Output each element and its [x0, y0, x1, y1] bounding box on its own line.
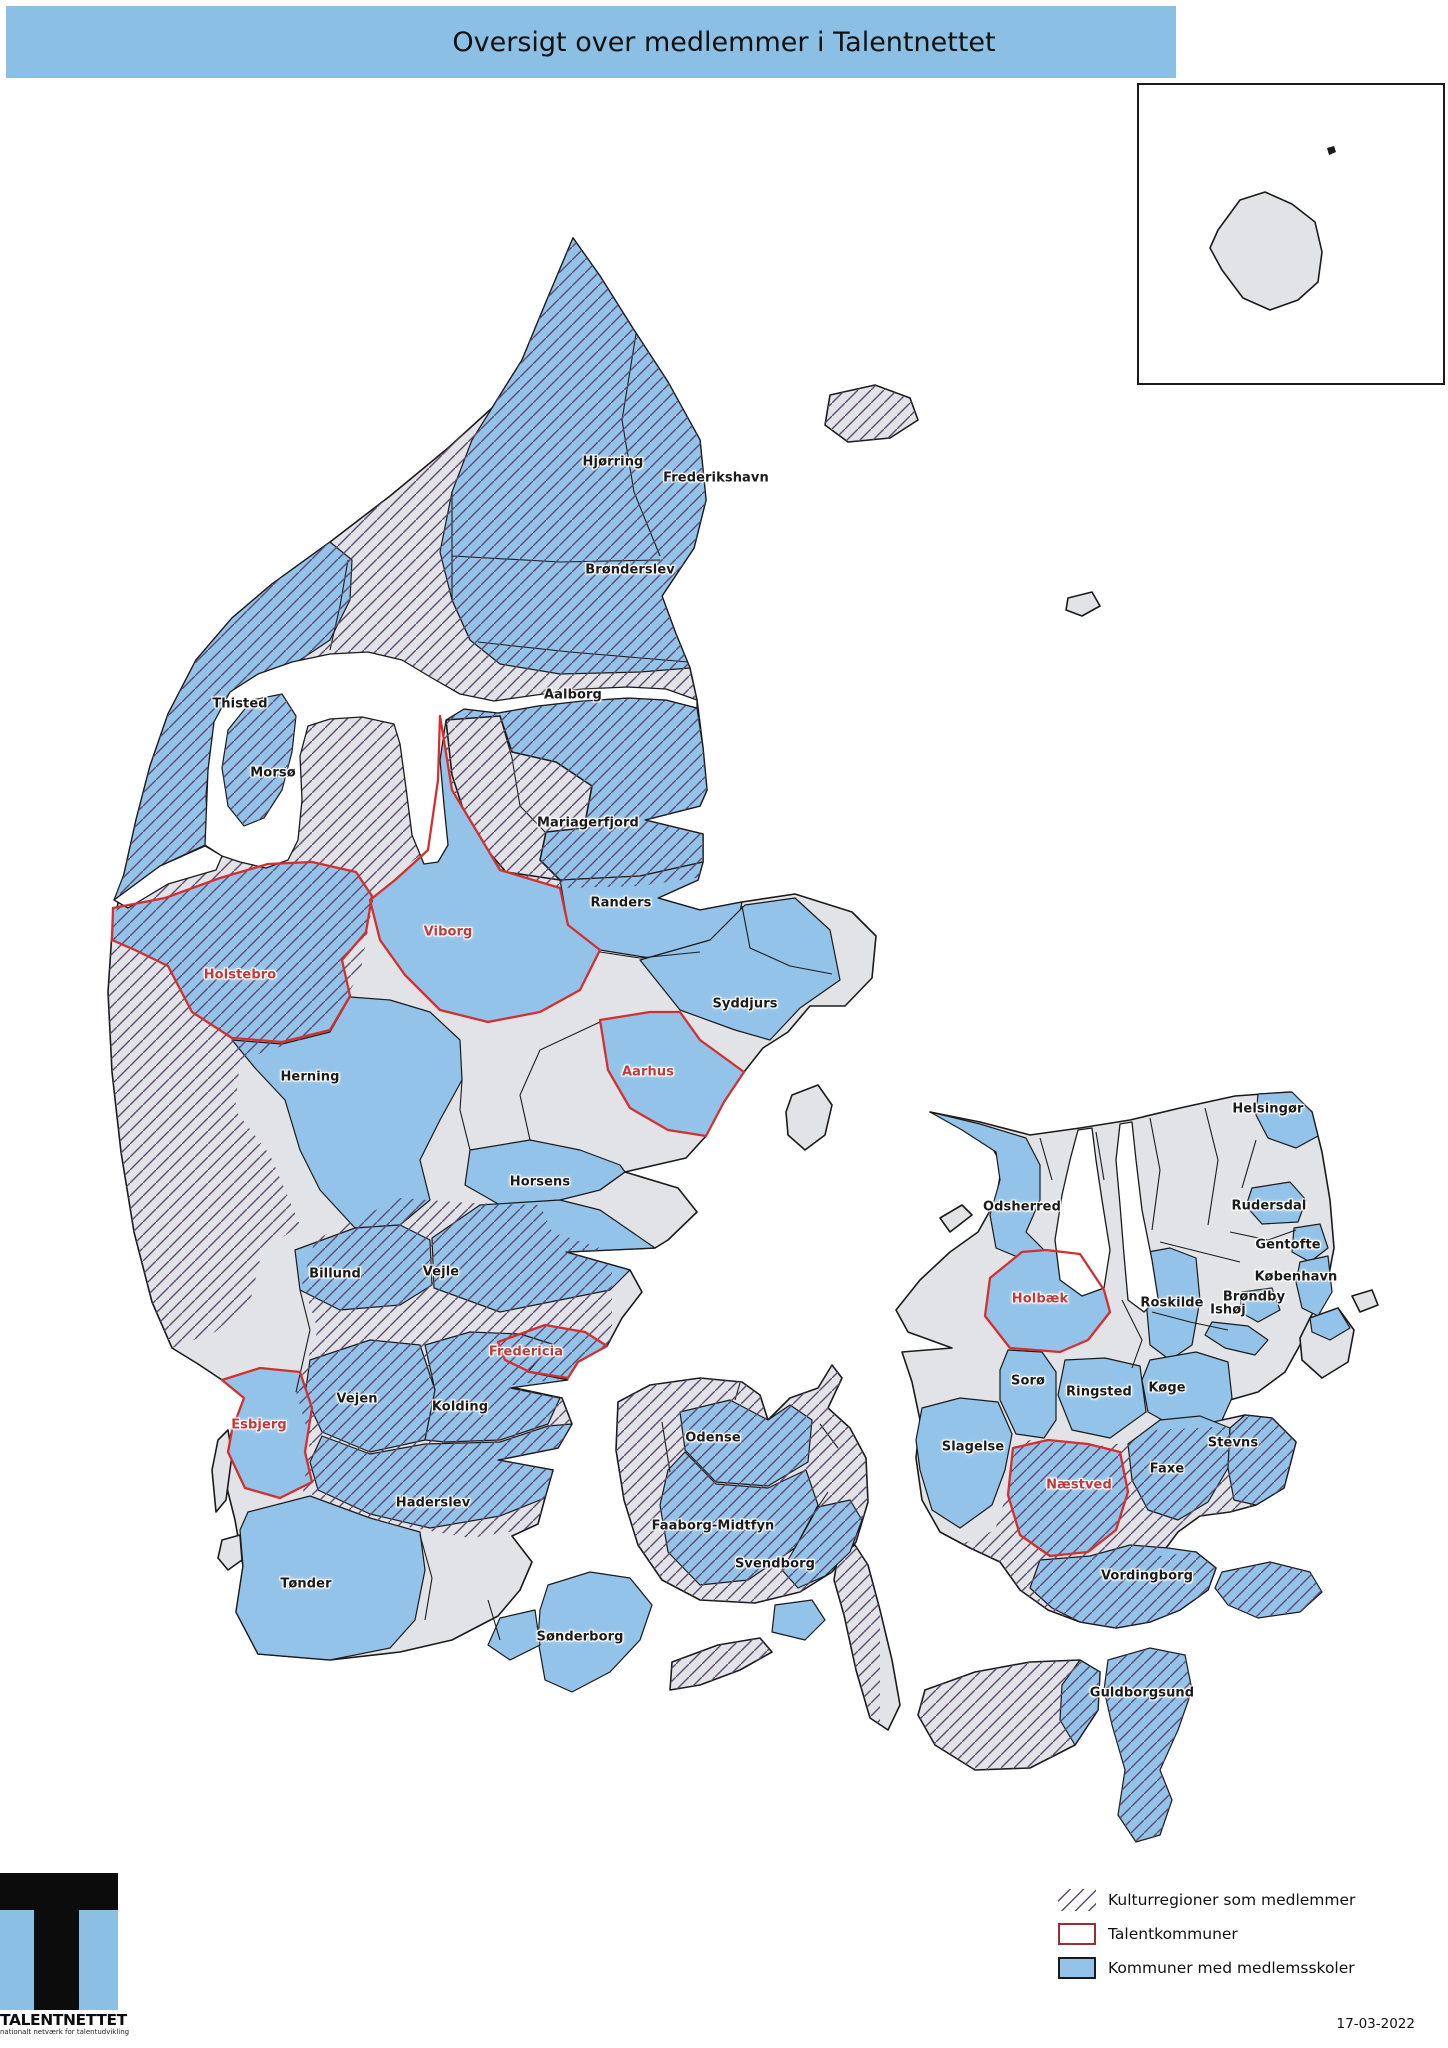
- logo-t-icon: [0, 1873, 118, 2010]
- legend-label: Talentkommuner: [1108, 1925, 1238, 1943]
- fanoe-island: [211, 1429, 233, 1513]
- saltholm-island: [1351, 1289, 1379, 1313]
- anholt-island: [1065, 591, 1101, 617]
- bornholm-inset: [1137, 83, 1445, 385]
- date-stamp: 17-03-2022: [1336, 2016, 1415, 2032]
- legend-item: Talentkommuner: [1058, 1922, 1355, 1946]
- landmasses: [107, 237, 1379, 1771]
- logo-t-stem: [34, 1873, 79, 2010]
- legend-swatch-hatch: [1058, 1889, 1096, 1911]
- christiansoe-island: [1327, 146, 1336, 155]
- zealand-fjords: [1054, 1121, 1159, 1313]
- samsoe-island: [785, 1084, 833, 1151]
- sejeroe-island: [939, 1204, 973, 1233]
- bornholm-island: [1209, 191, 1323, 311]
- legend-items: Kulturregioner som medlemmer Talentkommun…: [1058, 1888, 1355, 1980]
- page-title: Oversigt over medlemmer i Talentnettet: [452, 26, 996, 58]
- legend-label: Kommuner med medlemsskoler: [1108, 1959, 1355, 1977]
- logo-tagline: nationalt netværk for talentudvikling: [0, 2028, 130, 2036]
- talent-municipality-outlines: [110, 714, 1130, 1558]
- legend-swatch-fill: [1058, 1957, 1096, 1979]
- legend-swatch-outline: [1058, 1923, 1096, 1945]
- logo-name: TALENTNETTET: [0, 2011, 127, 2029]
- legend-label: Kulturregioner som medlemmer: [1108, 1891, 1356, 1909]
- mors-island: [221, 693, 297, 827]
- talentnettet-logo: TALENTNETTET nationalt netværk for talen…: [0, 1873, 130, 2036]
- title-banner: [6, 6, 1176, 78]
- legend-item: Kulturregioner som medlemmer: [1058, 1888, 1355, 1912]
- legend-item: Kommuner med medlemsskoler: [1058, 1956, 1355, 1980]
- roemoe-island: [217, 1534, 243, 1571]
- legend: Kulturregioner som medlemmer Talentkommun…: [1058, 1888, 1355, 1990]
